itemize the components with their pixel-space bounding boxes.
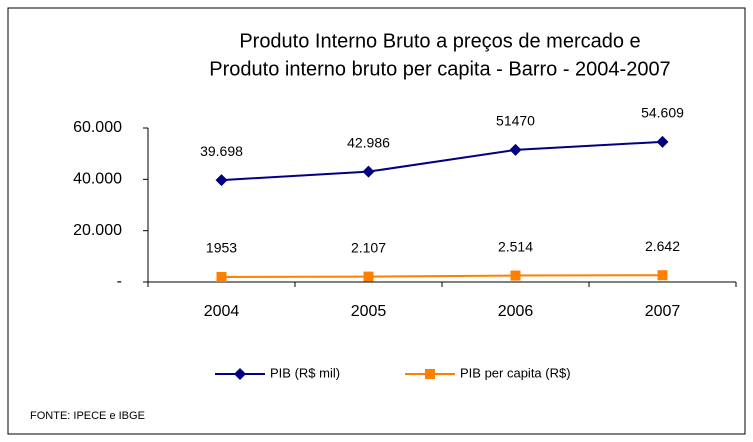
y-tick-label: 60.000 <box>73 119 122 136</box>
chart-title: Produto Interno Bruto a preços de mercad… <box>239 30 640 52</box>
x-tick-label: 2004 <box>204 303 240 320</box>
data-point <box>215 174 228 187</box>
y-tick-label: 40.000 <box>73 171 122 188</box>
x-tick-label: 2007 <box>645 303 681 320</box>
chart-title: Produto interno bruto per capita - Barro… <box>209 58 670 80</box>
data-label: 51470 <box>496 113 535 129</box>
data-point <box>362 165 375 178</box>
data-label: 2.107 <box>351 239 386 255</box>
data-point <box>509 143 522 156</box>
legend-marker <box>234 368 246 380</box>
chart-border <box>7 7 746 435</box>
data-label: 42.986 <box>347 134 390 150</box>
series-line <box>221 140 663 182</box>
series-line <box>221 274 663 278</box>
data-label: 1953 <box>206 240 237 256</box>
data-label: 2.642 <box>645 238 680 254</box>
data-label: 39.698 <box>200 143 243 159</box>
x-tick-label: 2005 <box>351 303 387 320</box>
x-tick-label: 2006 <box>498 303 534 320</box>
data-point <box>510 270 521 281</box>
data-point <box>216 271 227 282</box>
data-point <box>657 270 668 281</box>
legend-marker <box>425 369 435 379</box>
legend-label: PIB (R$ mil) <box>270 365 340 380</box>
data-label: 54.609 <box>641 105 684 121</box>
source-note: FONTE: IPECE e IBGE <box>30 410 145 422</box>
data-point <box>656 135 669 148</box>
y-tick-label: - <box>117 273 122 290</box>
legend-label: PIB per capita (R$) <box>460 365 571 380</box>
y-tick-label: 20.000 <box>73 222 122 239</box>
data-label: 2.514 <box>498 238 533 254</box>
data-point <box>363 271 374 282</box>
